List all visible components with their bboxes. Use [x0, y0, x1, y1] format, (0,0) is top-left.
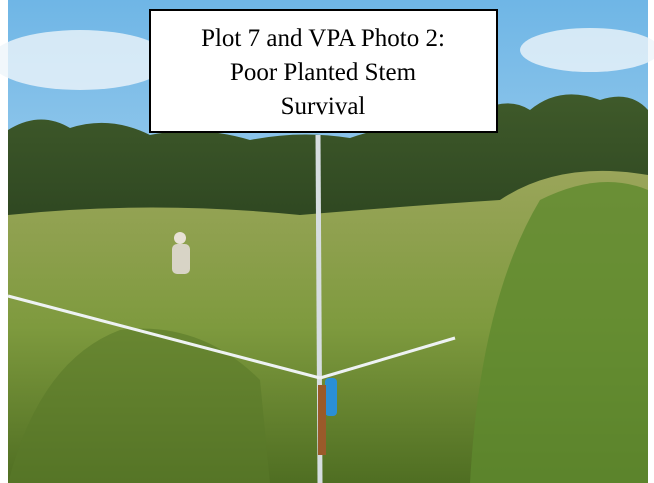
- shrub: [470, 182, 648, 483]
- stake: [318, 385, 326, 455]
- caption-line: Survival: [281, 93, 366, 120]
- shrub: [8, 328, 270, 483]
- caption-frame: [149, 9, 498, 133]
- caption-line: Plot 7 and VPA Photo 2:: [201, 25, 445, 52]
- caption-line: Poor Planted Stem: [230, 59, 417, 86]
- person: [172, 232, 190, 274]
- tape: [7, 294, 321, 380]
- cloud: [520, 28, 654, 72]
- cloud: [0, 30, 170, 90]
- caption-box: Plot 7 and VPA Photo 2: Poor Planted Ste…: [149, 9, 498, 133]
- tape: [319, 336, 456, 380]
- clip: [325, 378, 337, 416]
